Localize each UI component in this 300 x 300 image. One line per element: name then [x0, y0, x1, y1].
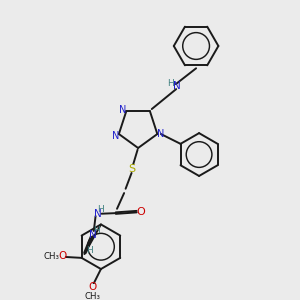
Text: N: N [112, 131, 119, 141]
Text: N: N [157, 129, 165, 139]
Text: N: N [173, 81, 181, 91]
Text: O: O [137, 207, 146, 217]
Text: CH₃: CH₃ [85, 292, 101, 300]
Text: H: H [93, 226, 100, 236]
Text: H: H [167, 79, 174, 88]
Text: O: O [88, 283, 96, 292]
Text: H: H [86, 246, 92, 255]
Text: N: N [89, 230, 97, 239]
Text: S: S [129, 164, 136, 174]
Text: N: N [119, 105, 126, 115]
Text: O: O [58, 251, 66, 261]
Text: N: N [94, 209, 102, 219]
Text: CH₃: CH₃ [44, 253, 60, 262]
Text: H: H [97, 206, 104, 214]
